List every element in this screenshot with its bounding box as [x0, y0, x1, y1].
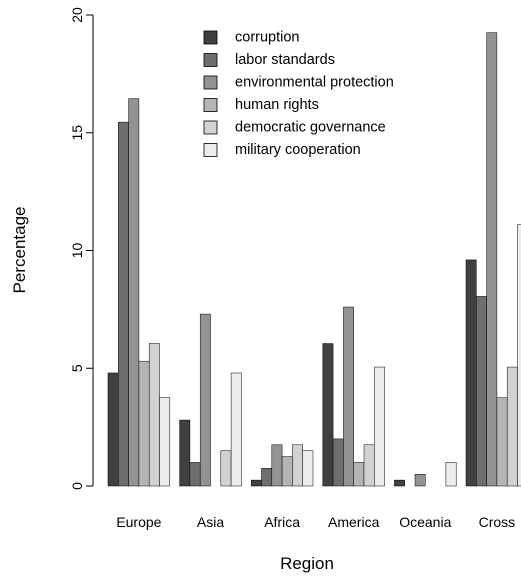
bar-asia-military-cooperation: [230, 372, 242, 487]
x-tick-label-cross: Cross: [479, 514, 516, 530]
bar-europe-human-rights: [138, 360, 150, 487]
legend-label-labor-standards: labor standards: [235, 52, 335, 68]
legend-swatch-human-rights: [203, 98, 218, 112]
bar-cross-labor-standards: [476, 296, 487, 487]
bar-america-environmental-protection: [343, 306, 354, 487]
bar-europe-democratic-governance: [148, 343, 160, 487]
x-tick-label-oceania: Oceania: [399, 514, 451, 530]
bar-asia-corruption: [179, 419, 191, 487]
bar-europe-environmental-protection: [128, 98, 140, 487]
bar-america-corruption: [322, 343, 334, 487]
bar-asia-environmental-protection: [199, 313, 211, 487]
y-tick-label-5: 5: [69, 364, 85, 372]
y-tick-label-15: 15: [69, 125, 85, 141]
legend-swatch-environmental-protection: [203, 75, 218, 90]
legend-swatch-corruption: [203, 30, 218, 45]
x-axis-title: Region: [280, 554, 334, 573]
legend: corruption labor standards environmental p…: [203, 30, 394, 158]
bar-america-democratic-governance: [363, 444, 375, 487]
bar-africa-environmental-protection: [271, 444, 283, 487]
y-tick-label-10: 10: [69, 243, 85, 259]
bar-america-human-rights: [353, 462, 365, 487]
bar-cross-military-cooperation: [517, 224, 521, 487]
bar-europe-labor-standards: [118, 121, 129, 487]
legend-swatch-labor-standards: [203, 53, 218, 67]
x-axis: Europe Asia Africa America Oceania Cross: [116, 514, 515, 530]
bar-europe-corruption: [107, 372, 119, 487]
y-tick-label-0: 0: [69, 482, 85, 490]
x-tick-label-america: America: [328, 514, 380, 530]
bar-oceania-environmental-protection: [414, 473, 426, 487]
y-tick-label-20: 20: [69, 7, 85, 23]
legend-swatch-military-cooperation: [203, 143, 218, 157]
bar-cross-environmental-protection: [486, 32, 498, 487]
legend-label-military-cooperation: military cooperation: [235, 142, 361, 158]
y-axis: 0 5 10 15 20: [69, 7, 94, 490]
bar-asia-democratic-governance: [220, 450, 232, 487]
legend-label-environmental-protection: environmental protection: [235, 75, 394, 91]
bar-africa-corruption: [250, 479, 262, 487]
bar-asia-labor-standards: [189, 462, 201, 487]
bar-africa-labor-standards: [261, 468, 273, 487]
x-tick-label-asia: Asia: [197, 514, 224, 530]
bar-cross-democratic-governance: [506, 366, 518, 487]
legend-label-democratic-governance: democratic governance: [235, 120, 386, 136]
bar-oceania-military-cooperation: [445, 462, 457, 487]
legend-label-corruption: corruption: [235, 30, 299, 46]
bar-africa-military-cooperation: [302, 450, 314, 487]
bars-layer: [107, 32, 521, 487]
bar-africa-human-rights: [281, 456, 293, 487]
bar-cross-human-rights: [496, 397, 508, 487]
bar-cross-corruption: [465, 259, 477, 487]
bar-africa-democratic-governance: [292, 444, 303, 487]
x-tick-label-europe: Europe: [116, 514, 161, 530]
bar-america-military-cooperation: [374, 366, 385, 487]
y-axis-title: Percentage: [10, 207, 29, 294]
bar-europe-military-cooperation: [159, 397, 171, 487]
bar-america-labor-standards: [332, 438, 344, 487]
legend-swatch-democratic-governance: [203, 120, 218, 135]
legend-label-human-rights: human rights: [235, 97, 319, 113]
x-tick-label-africa: Africa: [264, 514, 300, 530]
bar-oceania-corruption: [394, 479, 405, 487]
